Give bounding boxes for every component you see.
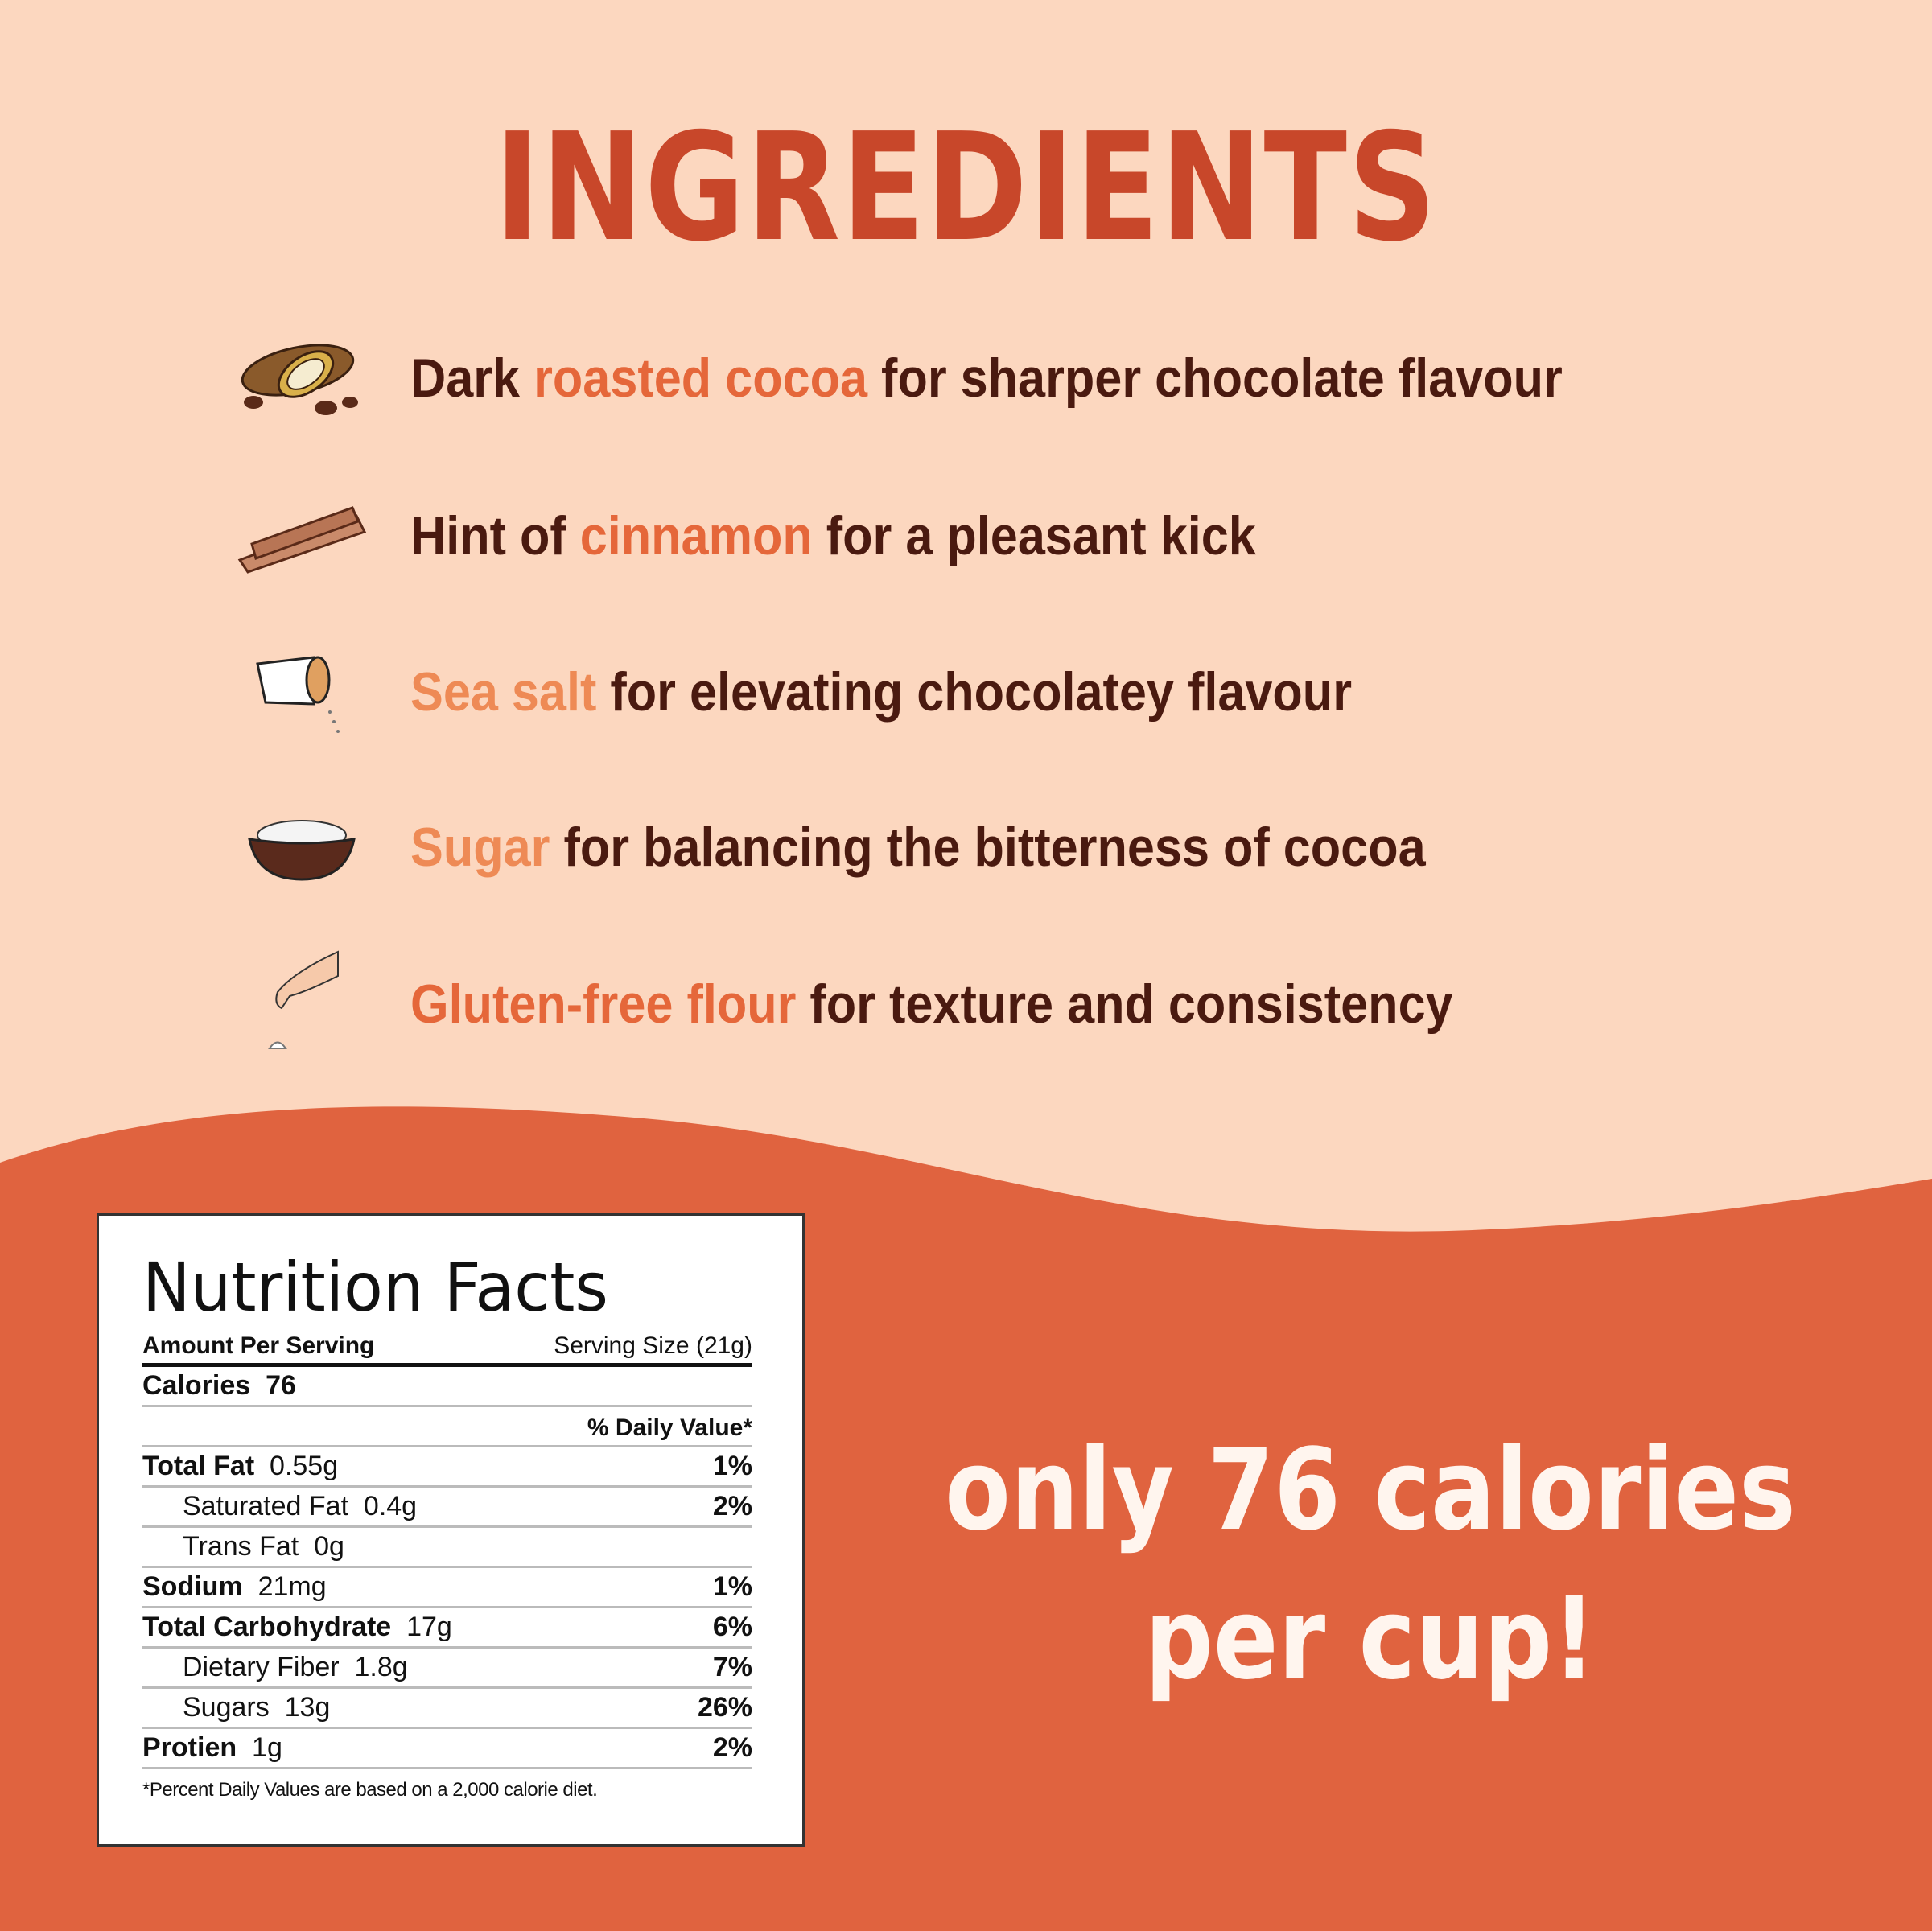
nutrition-title: Nutrition Facts [142,1248,608,1327]
ingredient-text: Gluten-free flour for texture and consis… [410,974,1453,1035]
ingredient-item: Hint of cinnamon for a pleasant kick [233,480,1350,592]
nutrient-row: Total Fat 0.55g 1% [142,1447,752,1488]
nutrient-row: Sodium 21mg 1% [142,1568,752,1608]
ingredient-text: Dark roasted cocoa for sharper chocolate… [410,348,1563,409]
amount-per-serving: Amount Per Serving [142,1332,375,1359]
nutrition-facts-label: Nutrition Facts Amount Per Serving Servi… [97,1213,805,1847]
sugar-bowl-icon [233,791,370,904]
calories-row: Calories 76 [142,1367,752,1407]
salt-shaker-icon [233,636,370,748]
ingredient-text: Sugar for balancing the bitterness of co… [410,817,1426,878]
hand-sprinkling-flour-icon [233,948,370,1060]
ingredient-item: Sea salt for elevating chocolatey flavou… [233,636,1456,748]
nutrient-row: Protien 1g 2% [142,1729,752,1769]
ingredient-text: Hint of cinnamon for a pleasant kick [410,505,1256,566]
serving-size: Serving Size (21g) [554,1332,752,1359]
nutrient-row: Sugars 13g 26% [142,1689,752,1729]
page-title: INGREDIENTS [494,101,1438,274]
ingredient-item: Gluten-free flour for texture and consis… [233,948,1569,1060]
ingredient-text: Sea salt for elevating chocolatey flavou… [410,661,1353,723]
daily-value-header: % Daily Value* [587,1414,752,1441]
nutrient-row: Total Carbohydrate 17g 6% [142,1608,752,1649]
footnote: *Percent Daily Values are based on a 2,0… [142,1779,598,1801]
daily-value-header-row: % Daily Value* [142,1407,752,1447]
nutrient-row: Dietary Fiber 1.8g 7% [142,1649,752,1689]
calories: Calories 76 [142,1370,296,1401]
calorie-callout-line2: per cup! [1144,1574,1596,1705]
serving-row: Amount Per Serving Serving Size (21g) [142,1332,752,1367]
ingredient-item: Dark roasted cocoa for sharper chocolate… [233,322,1691,434]
ingredient-item: Sugar for balancing the bitterness of co… [233,791,1539,904]
cocoa-pod-icon [233,322,370,434]
calorie-callout-line1: only 76 calories [945,1425,1796,1556]
nutrient-row: Trans Fat 0g [142,1528,752,1568]
cinnamon-sticks-icon [233,480,370,592]
nutrient-row: Saturated Fat 0.4g 2% [142,1488,752,1528]
